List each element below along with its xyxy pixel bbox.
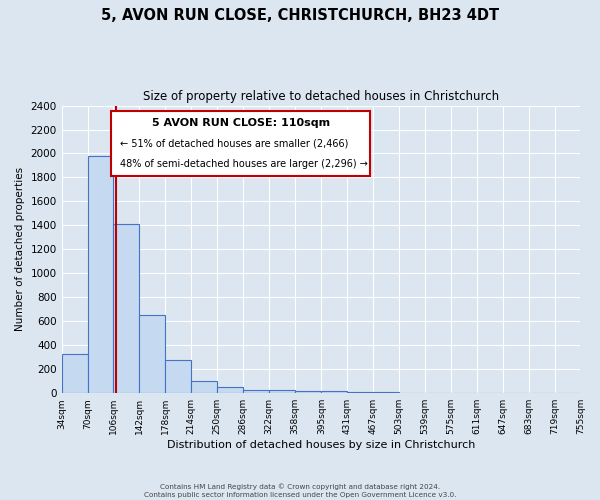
Text: 48% of semi-detached houses are larger (2,296) →: 48% of semi-detached houses are larger (…: [120, 159, 368, 169]
Bar: [191, 381, 217, 393]
Bar: [295, 391, 321, 393]
Bar: [139, 316, 165, 393]
Bar: [373, 392, 399, 393]
Bar: [347, 392, 373, 393]
Bar: [322, 392, 347, 393]
Bar: [217, 388, 243, 393]
Bar: [113, 224, 139, 393]
Bar: [243, 390, 269, 393]
Text: 5 AVON RUN CLOSE: 110sqm: 5 AVON RUN CLOSE: 110sqm: [152, 118, 330, 128]
Title: Size of property relative to detached houses in Christchurch: Size of property relative to detached ho…: [143, 90, 499, 103]
Y-axis label: Number of detached properties: Number of detached properties: [15, 168, 25, 332]
Bar: [165, 360, 191, 393]
Bar: [62, 354, 88, 393]
Text: 5, AVON RUN CLOSE, CHRISTCHURCH, BH23 4DT: 5, AVON RUN CLOSE, CHRISTCHURCH, BH23 4D…: [101, 8, 499, 22]
Text: Contains HM Land Registry data © Crown copyright and database right 2024.
Contai: Contains HM Land Registry data © Crown c…: [144, 484, 456, 498]
FancyBboxPatch shape: [111, 112, 370, 176]
Bar: [88, 156, 113, 393]
Bar: [269, 390, 295, 393]
X-axis label: Distribution of detached houses by size in Christchurch: Distribution of detached houses by size …: [167, 440, 475, 450]
Text: ← 51% of detached houses are smaller (2,466): ← 51% of detached houses are smaller (2,…: [120, 138, 349, 148]
